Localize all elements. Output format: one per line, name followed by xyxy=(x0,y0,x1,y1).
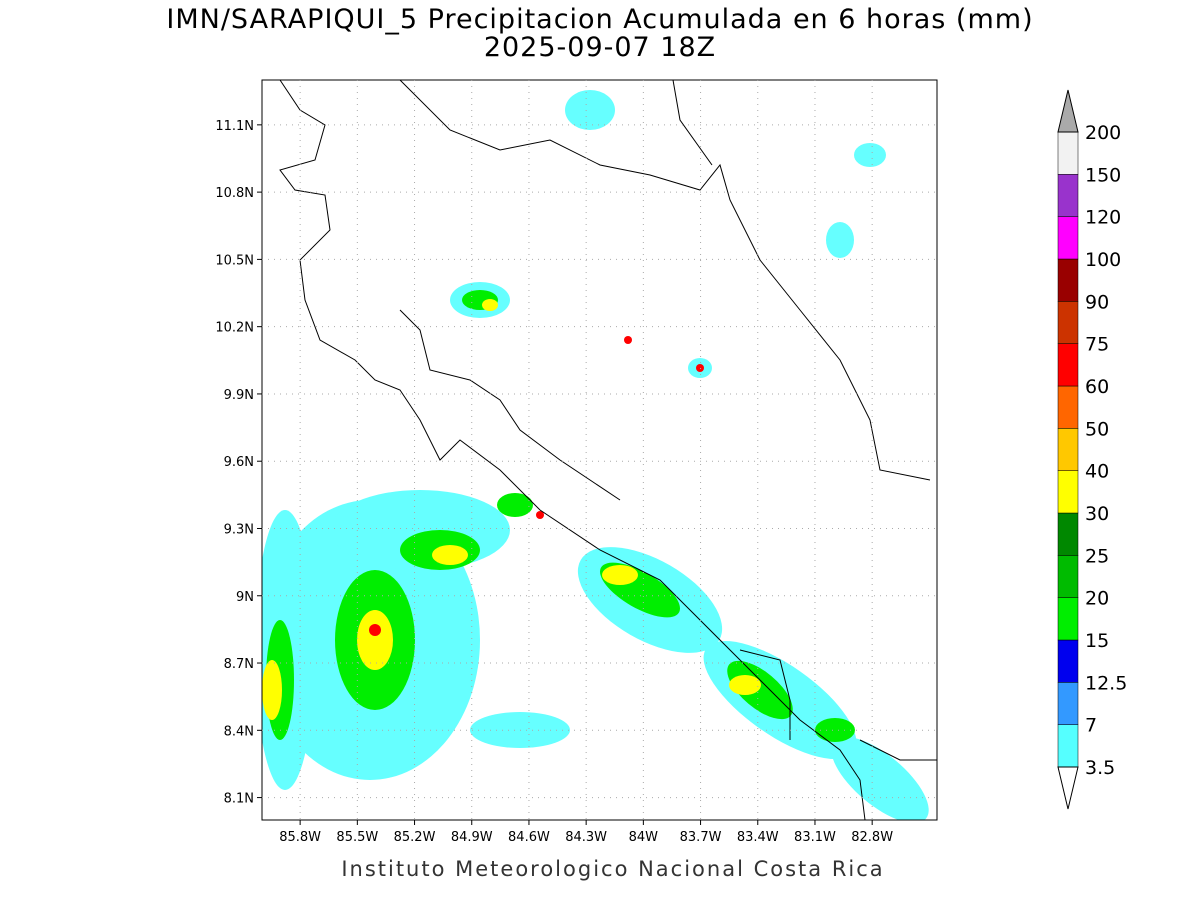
colorbar-label: 50 xyxy=(1085,418,1109,440)
lon-tick-label: 84W xyxy=(629,830,659,845)
colorbar-label: 40 xyxy=(1085,461,1109,483)
colorbar-segment xyxy=(1057,512,1079,556)
lon-tick-label: 83.7W xyxy=(680,830,722,845)
colorbar-label: 75 xyxy=(1085,334,1109,356)
colorbar-segment xyxy=(1057,385,1079,429)
colorbar-label: 7 xyxy=(1085,715,1097,737)
colorbar-label: 15 xyxy=(1085,630,1109,652)
map-title: IMN/SARAPIQUI_5 Precipitacion Acumulada … xyxy=(166,4,1033,35)
lon-tick-label: 85.5W xyxy=(336,830,378,845)
map-subtitle: 2025-09-07 18Z xyxy=(484,32,716,63)
colorbar-segment xyxy=(1057,555,1079,598)
precipitation-field xyxy=(262,90,929,820)
colorbar-label: 3.5 xyxy=(1085,757,1115,779)
colorbar-segment xyxy=(1057,470,1079,514)
colorbar-label: 60 xyxy=(1085,376,1109,398)
lon-tick-label: 83.1W xyxy=(794,830,836,845)
lat-tick-label: 8.7N xyxy=(224,657,254,672)
colorbar-segment xyxy=(1057,343,1079,387)
colorbar-segment xyxy=(1057,428,1079,471)
colorbar-segment xyxy=(1057,174,1079,217)
coastline xyxy=(279,80,937,820)
colorbar-segment xyxy=(1057,724,1079,768)
lon-tick-label: 83.4W xyxy=(737,830,779,845)
colorbar-segment xyxy=(1057,682,1079,725)
colorbar-label: 90 xyxy=(1085,291,1109,313)
colorbar-label: 200 xyxy=(1085,122,1121,144)
colorbar-segment xyxy=(1057,639,1079,683)
colorbar-label: 100 xyxy=(1085,249,1121,271)
colorbar-segment xyxy=(1057,597,1079,641)
lon-tick-label: 84.3W xyxy=(565,830,607,845)
lat-tick-label: 9.9N xyxy=(224,388,254,403)
lon-tick-label: 85.8W xyxy=(279,830,321,845)
lat-tick-label: 10.2N xyxy=(215,321,254,336)
colorbar-label: 150 xyxy=(1085,164,1121,186)
lat-tick-label: 10.5N xyxy=(215,253,254,268)
lat-tick-label: 11.1N xyxy=(215,119,254,134)
lat-tick-label: 8.4N xyxy=(224,724,254,739)
lat-tick-label: 9.6N xyxy=(224,455,254,470)
colorbar-segment xyxy=(1057,216,1079,260)
colorbar-label: 25 xyxy=(1085,545,1109,567)
footer: Instituto Meteorologico Nacional Costa R… xyxy=(341,857,884,881)
colorbar-segment xyxy=(1057,301,1079,344)
colorbar-label: 30 xyxy=(1085,503,1109,525)
colorbar-segment xyxy=(1057,131,1079,175)
colorbar-label: 12.5 xyxy=(1085,672,1127,694)
lon-tick-label: 84.6W xyxy=(508,830,550,845)
lon-tick-label: 82.8W xyxy=(851,830,893,845)
lat-tick-label: 9N xyxy=(236,590,254,605)
lat-tick-label: 10.8N xyxy=(215,186,254,201)
lat-tick-label: 9.3N xyxy=(224,522,254,537)
map-frame xyxy=(261,79,938,821)
colorbar-under xyxy=(1057,766,1079,810)
colorbar-segment xyxy=(1057,258,1079,302)
colorbar-over xyxy=(1057,89,1079,133)
lat-tick-label: 8.1N xyxy=(224,792,254,807)
lon-tick-label: 85.2W xyxy=(394,830,436,845)
colorbar-label: 20 xyxy=(1085,588,1109,610)
lon-tick-label: 84.9W xyxy=(451,830,493,845)
colorbar-label: 120 xyxy=(1085,207,1121,229)
